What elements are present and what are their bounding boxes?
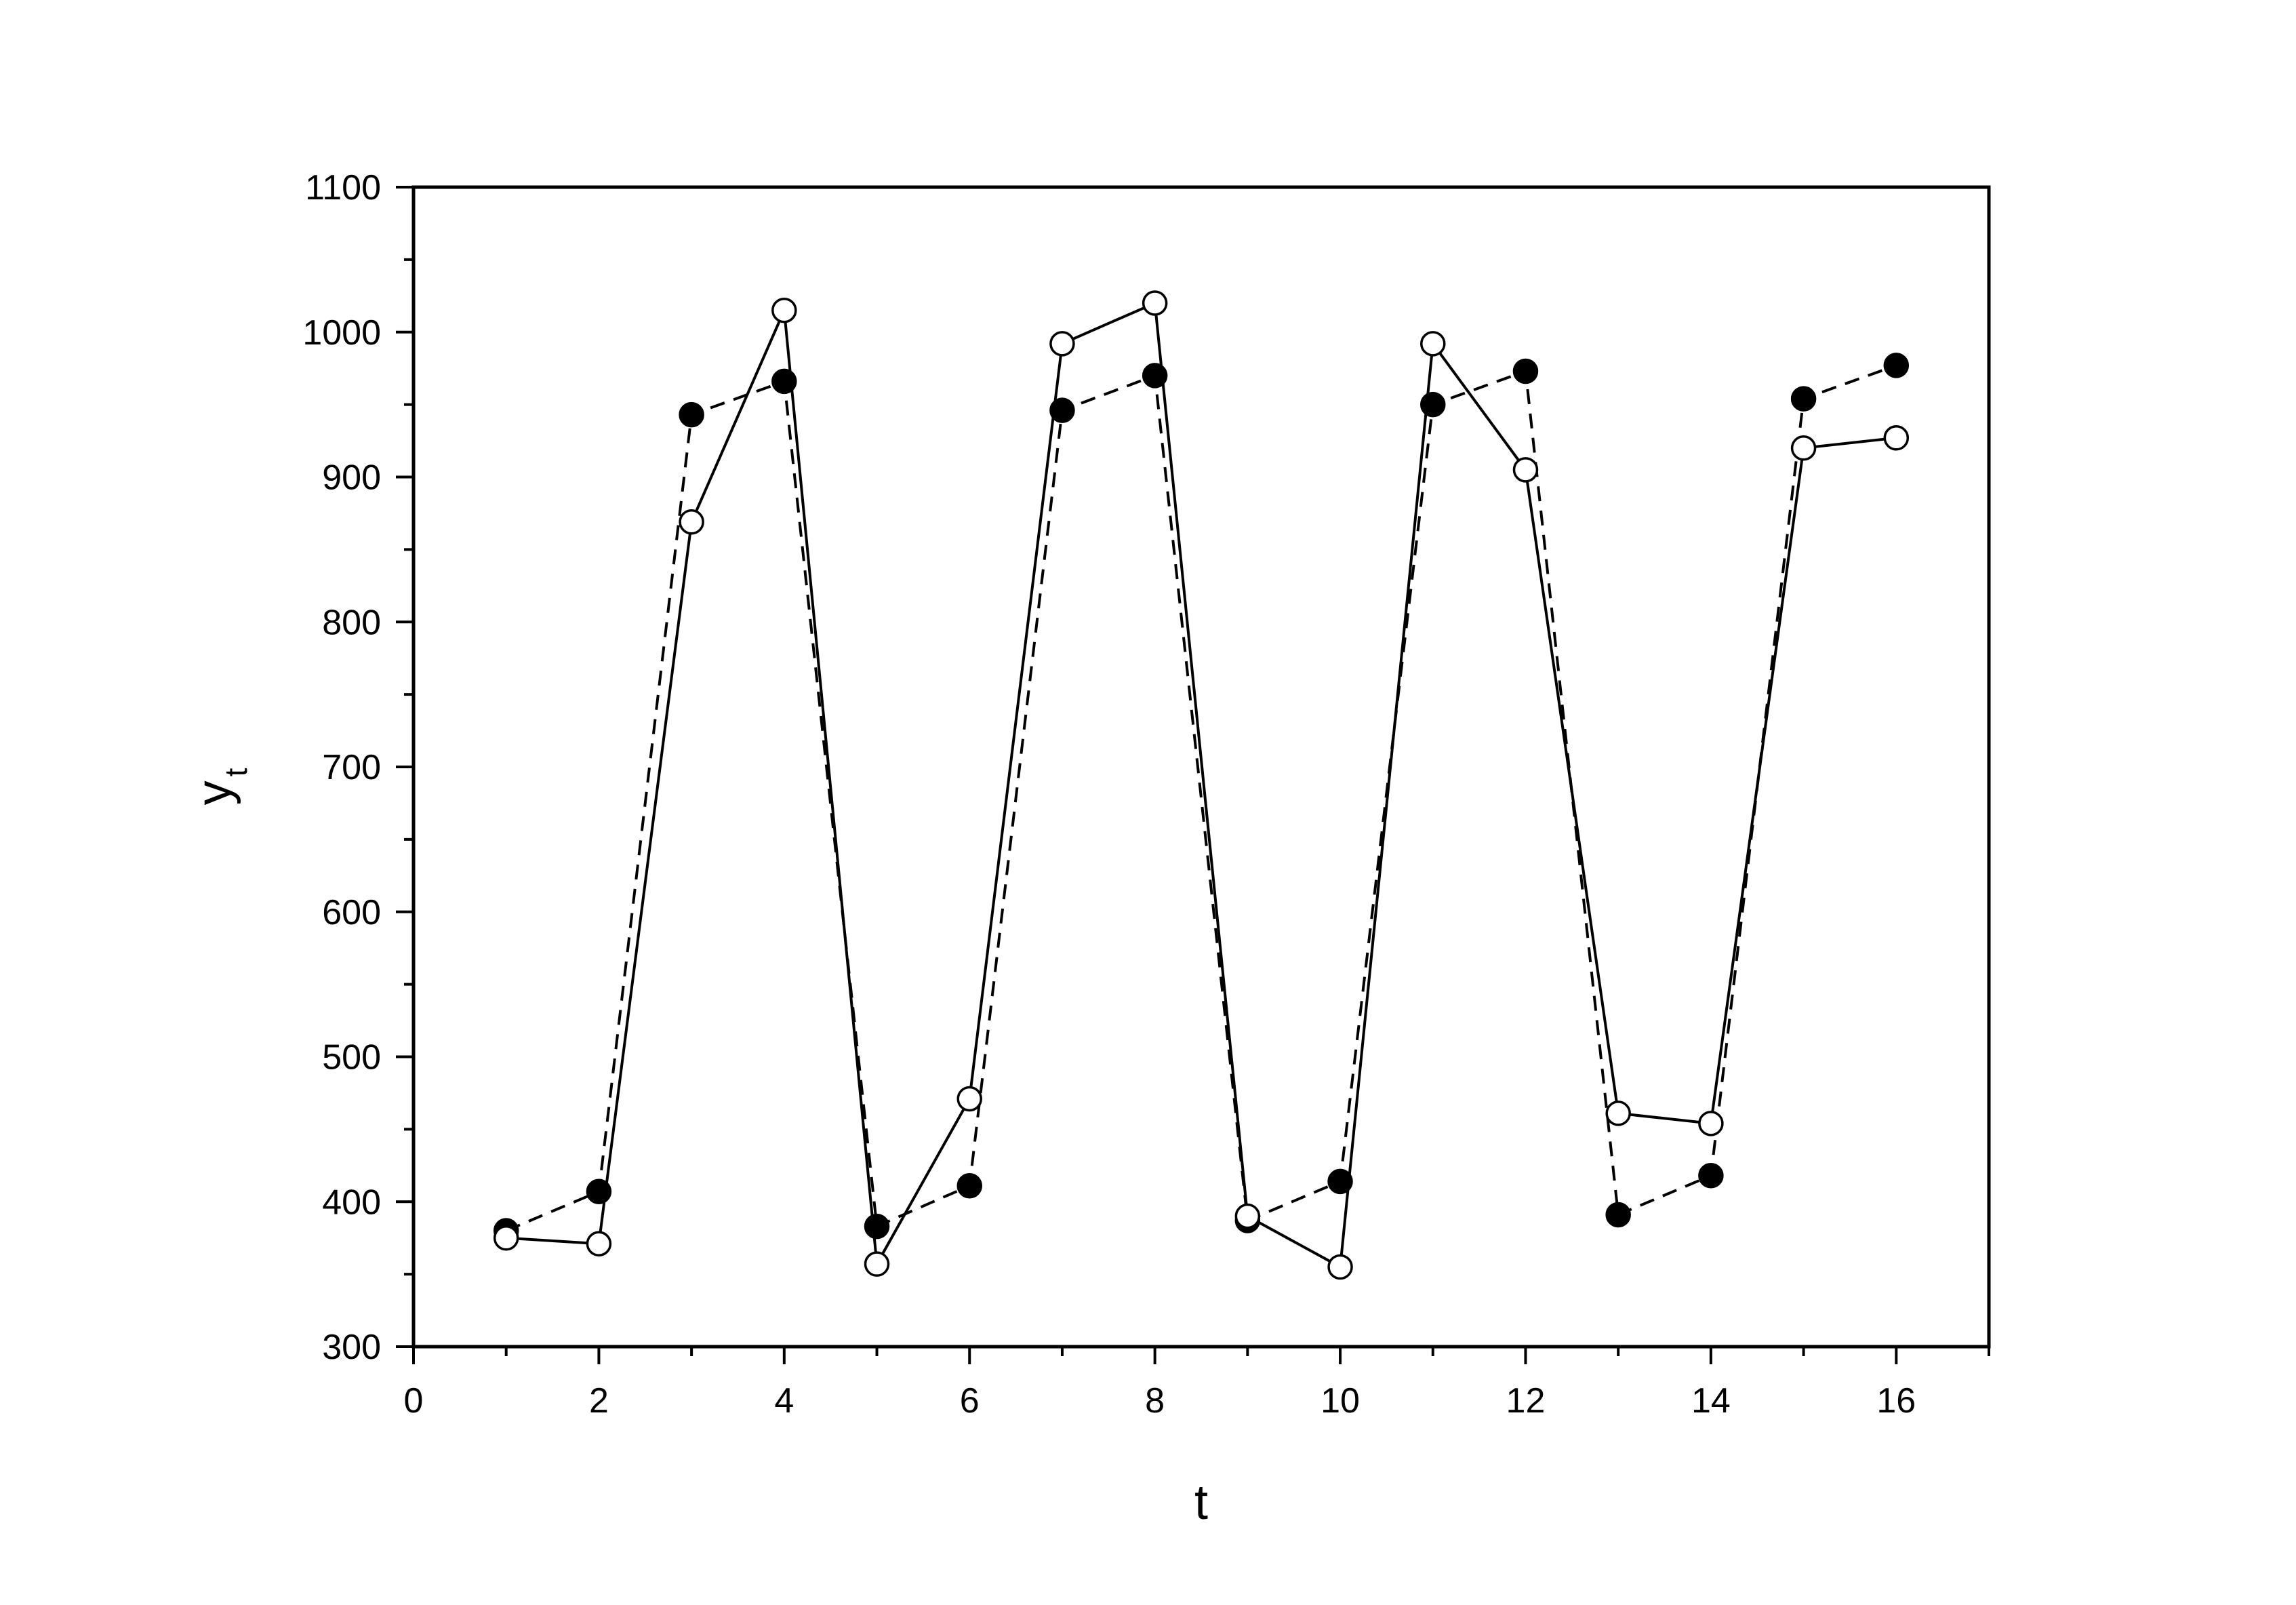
y-axis-title-main: y (187, 780, 241, 805)
x-tick-label: 0 (404, 1381, 424, 1421)
x-axis-title: t (1194, 1475, 1208, 1530)
series-1-point (1512, 358, 1539, 384)
series-2-point (1883, 425, 1910, 451)
x-tick-label: 6 (960, 1381, 980, 1421)
x-tick-label: 4 (774, 1381, 794, 1421)
y-tick-label: 300 (322, 1328, 381, 1367)
series-2-point (864, 1251, 890, 1277)
series-2-point (1234, 1203, 1261, 1229)
series-2-point (1327, 1254, 1353, 1280)
y-axis-title: yt (187, 768, 254, 805)
x-tick-label: 2 (589, 1381, 609, 1421)
x-tick-label: 10 (1321, 1381, 1360, 1421)
y-tick-label: 900 (322, 458, 381, 498)
series-1-point (956, 1172, 982, 1199)
series-2-point (1420, 331, 1446, 357)
y-tick-label: 600 (322, 893, 381, 932)
y-tick-label: 1100 (305, 168, 381, 207)
y-tick-label: 700 (322, 748, 381, 787)
x-tick-label: 8 (1145, 1381, 1165, 1421)
series-1-point (1605, 1202, 1631, 1228)
y-axis-title-subscript: t (218, 768, 254, 776)
series-layer (493, 290, 1910, 1280)
series-1-point (1420, 391, 1446, 418)
x-axis: 0 2 4 6 8 10 12 14 16 (404, 1347, 1990, 1421)
series-2-point (493, 1225, 519, 1251)
series-1-point (864, 1213, 890, 1240)
series-1-point (1698, 1163, 1724, 1189)
y-tick-label: 500 (322, 1038, 381, 1077)
series-2-point (679, 509, 704, 535)
series-1-line (505, 364, 1897, 1232)
x-tick-label: 12 (1506, 1381, 1546, 1421)
series-1-point (679, 401, 704, 428)
y-tick-label: 400 (322, 1183, 381, 1222)
series-2-point (586, 1231, 612, 1256)
series-1-point (771, 368, 797, 395)
series-2-point (1698, 1111, 1724, 1136)
y-tick-label: 1000 (302, 313, 381, 353)
series-1-point (1790, 386, 1817, 412)
series-2-point (1605, 1101, 1631, 1126)
series-1-point (1327, 1168, 1353, 1195)
series-2-point (1142, 290, 1168, 316)
x-tick-label: 16 (1876, 1381, 1916, 1421)
series-2-point (1512, 457, 1539, 483)
series-2-point (1049, 331, 1075, 357)
series-2-line (506, 301, 1897, 1269)
series-1-point (586, 1178, 612, 1205)
series-2-point (771, 297, 797, 323)
series-2-point (956, 1086, 982, 1112)
y-tick-label: 800 (322, 603, 381, 642)
y-axis: 300 400 500 600 700 800 900 1000 1100 (302, 168, 414, 1367)
series-1-point (1883, 353, 1910, 378)
x-tick-label: 14 (1691, 1381, 1731, 1421)
series-2-point (1790, 435, 1817, 461)
series-1-point (1142, 363, 1168, 389)
series-1-point (1049, 397, 1075, 423)
